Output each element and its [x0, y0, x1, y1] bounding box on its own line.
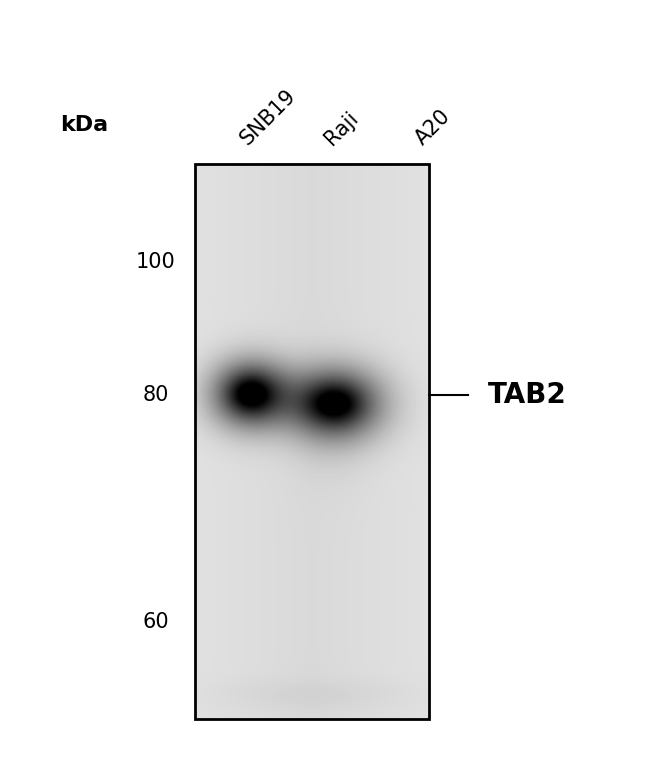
Text: A20: A20 [411, 106, 454, 149]
Bar [195, 164, 429, 719]
Text: 100: 100 [136, 252, 176, 272]
Text: TAB2: TAB2 [488, 381, 566, 409]
Text: SNB19: SNB19 [236, 85, 300, 149]
Text: 80: 80 [143, 385, 169, 405]
Text: Raji: Raji [320, 107, 362, 149]
Text: kDa: kDa [60, 115, 109, 135]
Text: 60: 60 [143, 612, 169, 632]
